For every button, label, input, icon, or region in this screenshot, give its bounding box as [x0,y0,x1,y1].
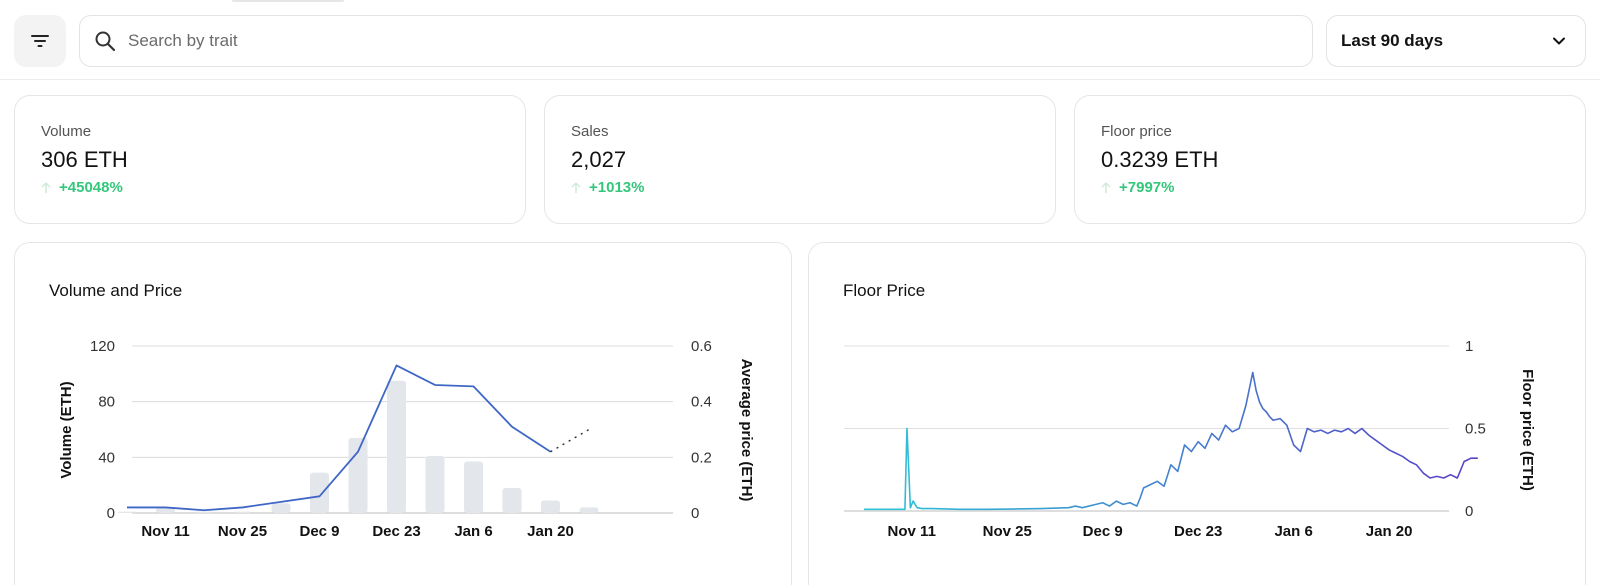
stat-value: 0.3239 ETH [1101,147,1219,172]
y2-tick-label: 0.2 [691,449,712,466]
volume-bar [233,511,252,513]
search-input[interactable] [128,31,1278,51]
stat-value: 306 ETH [41,147,128,172]
stat-card-sales: Sales 2,027 +1013% [544,95,1056,224]
x-tick-label: Nov 11 [141,523,189,540]
x-tick-label: Jan 6 [1274,523,1312,540]
arrow-up-icon [1101,181,1111,193]
volume-bar [541,500,560,513]
stat-change: +1013% [571,179,1055,196]
x-tick-label: Dec 23 [372,523,420,540]
stat-label: Volume [41,123,92,140]
search-icon [95,31,116,52]
date-range-select[interactable]: Last 90 days [1326,15,1586,67]
stat-change: +45048% [41,179,525,196]
y-tick-label: 80 [98,394,115,411]
volume-bar [194,511,214,513]
volume-bar [348,437,368,513]
stat-label: Sales [571,123,609,140]
arrow-up-icon [571,181,581,193]
avg-price-line [127,364,551,512]
volume-price-chart-card: Volume and Price 0 40 80 120 0 0.2 0.4 0.6 Nov 1… [14,242,792,585]
stat-value: 2,027 [571,147,627,172]
y-tick-label: 40 [98,449,115,466]
trait-search[interactable] [79,15,1313,67]
y-tick-label: 0.5 [1465,421,1486,438]
activity-toolbar: Last 90 days [0,0,1600,80]
volume-bar [502,487,522,513]
volume-bar [387,380,406,513]
x-tick-label: Jan 20 [1366,523,1413,540]
date-range-value: Last 90 days [1341,31,1444,50]
volume-price-chart: 0 40 80 120 0 0.2 0.4 0.6 Nov 11 Nov 25 Dec 9 Dec 2… [58,338,755,540]
y2-tick-label: 0 [691,505,699,522]
stat-card-volume: Volume 306 ETH +45048% [14,95,526,224]
volume-bar [464,461,483,513]
volume-bar [579,507,599,513]
stat-change: +7997% [1101,179,1585,196]
x-tick-label: Nov 11 [888,523,936,540]
x-tick-label: Dec 9 [1083,523,1123,540]
x-tick-label: Nov 25 [983,523,1032,540]
chart-title: Floor Price [843,281,926,300]
y-axis-label: Floor price (ETH) [1519,369,1536,491]
chevron-down-icon [1553,37,1565,45]
stat-change-value: +45048% [59,179,123,196]
volume-bar [117,511,137,513]
volume-bar [425,455,445,513]
stat-change-value: +1013% [589,179,645,196]
x-tick-label: Jan 20 [527,523,574,540]
volume-bar [156,507,175,513]
floor-price-chart: 0 0.5 1 Nov 11 Nov 25 Dec 9 Dec 23 Jan 6 Jan 20 F… [844,338,1536,540]
y-tick-label: 0 [107,505,115,522]
volume-bar [310,472,329,513]
floor-price-line [864,371,1478,511]
y-tick-label: 120 [90,338,115,355]
y-tick-label: 0 [1465,503,1473,520]
volume-bar [271,503,291,513]
tab-indicator [232,0,344,2]
stat-change-value: +7997% [1119,179,1175,196]
stat-label: Floor price [1101,123,1172,140]
y2-tick-label: 0.4 [691,394,712,411]
stat-card-floor-price: Floor price 0.3239 ETH +7997% [1074,95,1586,224]
filter-icon [31,35,49,47]
chart-title: Volume and Price [49,281,183,300]
x-tick-label: Nov 25 [218,523,267,540]
y2-tick-label: 0.6 [691,338,712,355]
x-tick-label: Jan 6 [454,523,492,540]
filter-button[interactable] [14,15,66,67]
floor-price-chart-card: Floor Price 0 0.5 1 Nov 11 Nov 25 Dec 9 Dec 23… [808,242,1586,585]
y-tick-label: 1 [1465,338,1473,355]
arrow-up-icon [41,181,51,193]
x-tick-label: Dec 23 [1174,523,1222,540]
projected-price-line [550,428,590,453]
x-tick-label: Dec 9 [299,523,339,540]
y2-axis-label: Average price (ETH) [738,359,755,502]
y-axis-label: Volume (ETH) [58,381,75,478]
